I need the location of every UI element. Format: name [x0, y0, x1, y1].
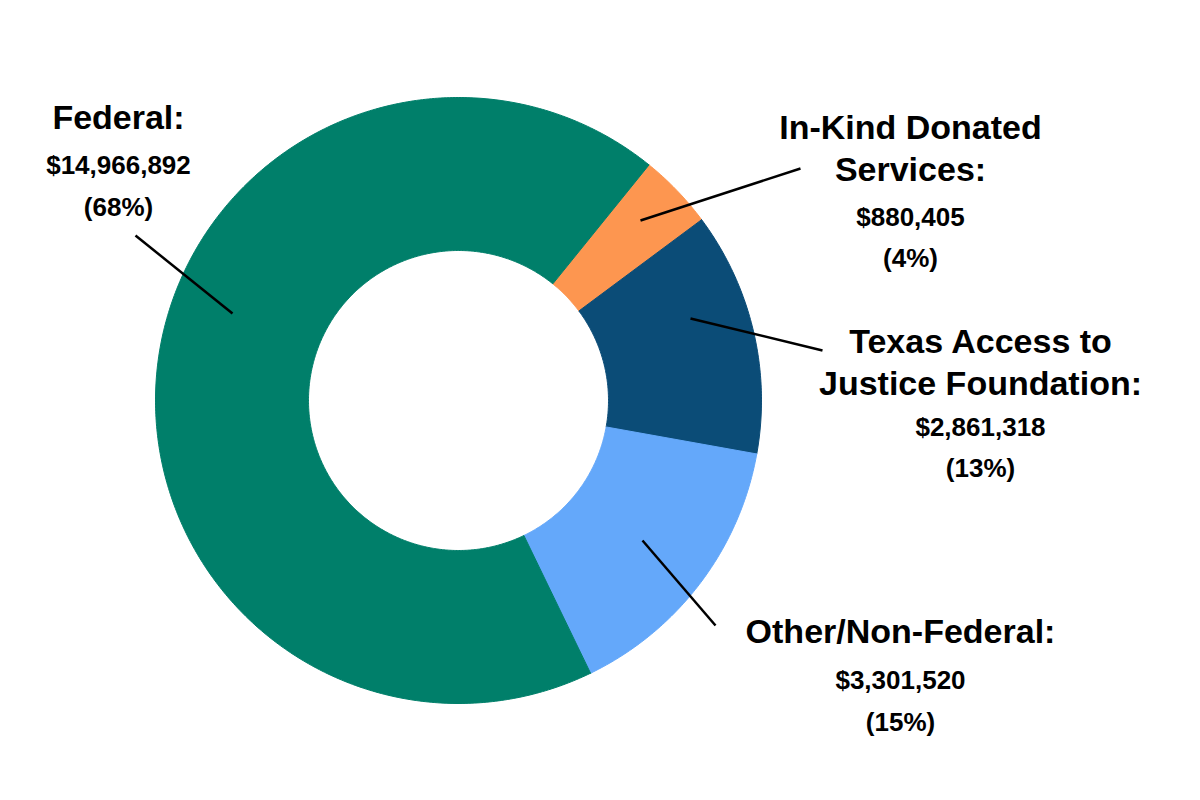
svg-text:(4%): (4%)	[883, 243, 938, 273]
svg-text:In-Kind DonatedServices:: In-Kind DonatedServices:	[779, 108, 1042, 189]
svg-text:Other/Non-Federal:: Other/Non-Federal:	[746, 612, 1056, 650]
svg-text:(13%): (13%)	[946, 453, 1015, 483]
svg-text:(68%): (68%)	[84, 192, 153, 222]
svg-text:$2,861,318: $2,861,318	[915, 412, 1045, 442]
svg-text:Texas Access toJustice Foundat: Texas Access toJustice Foundation:	[819, 322, 1142, 403]
svg-text:(15%): (15%)	[866, 707, 935, 737]
svg-text:$3,301,520: $3,301,520	[835, 665, 965, 695]
svg-text:$880,405: $880,405	[856, 202, 964, 232]
svg-text:Federal:: Federal:	[52, 98, 184, 136]
svg-text:$14,966,892: $14,966,892	[46, 150, 191, 180]
